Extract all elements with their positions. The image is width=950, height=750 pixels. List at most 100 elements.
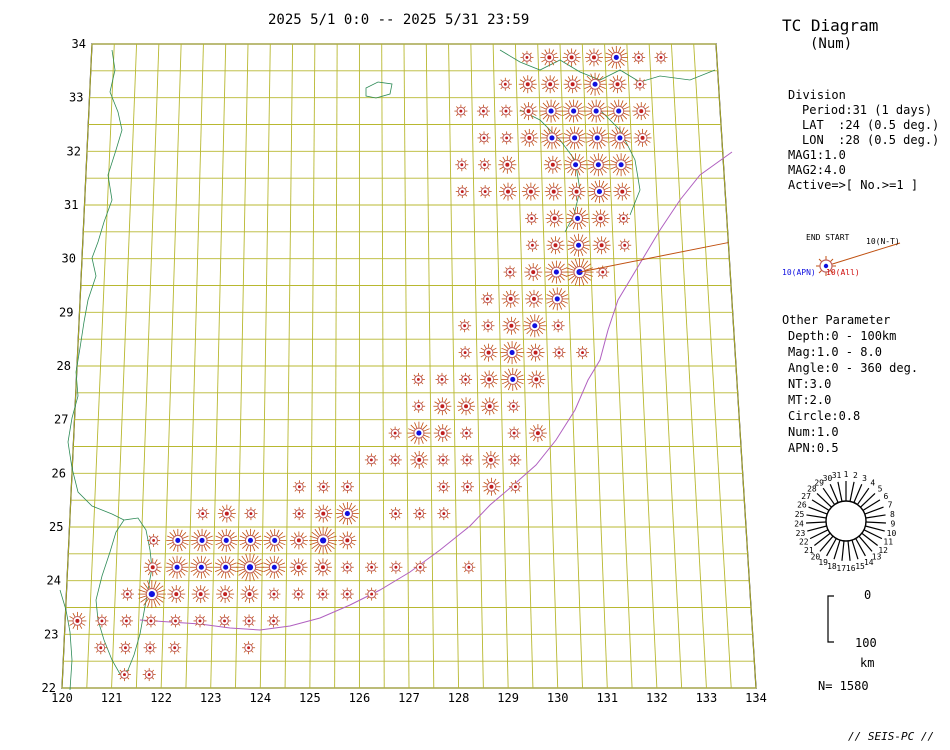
lon-gridline <box>693 43 732 689</box>
lat-tick-label: 25 <box>49 520 63 534</box>
tc-marker <box>480 370 499 389</box>
tc-marker <box>609 153 633 177</box>
tc-marker <box>389 507 403 521</box>
lon-tick-label: 134 <box>745 691 767 705</box>
rose-spoke <box>837 481 843 502</box>
tc-marker <box>436 480 450 494</box>
lat-tick-label: 28 <box>57 359 71 373</box>
tc-marker <box>144 614 158 628</box>
tc-marker <box>411 372 425 386</box>
tc-marker <box>196 507 210 521</box>
tc-marker <box>340 560 354 574</box>
direction-rose: 1 2 34567891011121314151617181920212223242… <box>794 470 896 573</box>
tc-marker <box>364 453 378 467</box>
lon-gridline <box>334 43 338 689</box>
tc-marker <box>566 206 590 230</box>
rose-spoke <box>861 532 878 546</box>
lon-gridline <box>381 43 385 689</box>
tc-marker <box>433 397 452 416</box>
rose-number: 12 <box>878 546 888 555</box>
rose-spoke <box>865 514 886 519</box>
lon-gridline <box>715 43 757 689</box>
tc-marker <box>190 528 214 552</box>
rose-spoke <box>809 529 829 540</box>
tc-marker <box>167 585 186 604</box>
rose-number: 29 <box>814 478 824 487</box>
tc-marker <box>214 528 238 552</box>
lon-gridline <box>425 43 435 689</box>
lon-tick-label: 125 <box>299 691 321 705</box>
lon-gridline <box>604 43 633 689</box>
tc-marker <box>95 614 109 628</box>
tc-marker <box>633 128 652 147</box>
tc-marker <box>503 265 517 279</box>
tc-marker <box>498 155 517 174</box>
lat-tick-label: 34 <box>72 37 86 51</box>
rose-number: 20 <box>811 553 821 562</box>
lon-gridline <box>470 43 484 689</box>
other-angle: Angle:0 - 360 deg. <box>788 361 919 375</box>
tc-marker <box>335 502 359 526</box>
lon-gridline <box>185 43 204 689</box>
lat-tick-label: 23 <box>44 627 58 641</box>
tc-marker <box>591 209 610 228</box>
tc-marker <box>313 558 332 577</box>
lon-gridline <box>581 43 608 689</box>
lon-gridline <box>284 43 294 689</box>
period-title: 2025 5/1 0:0 -- 2025 5/31 23:59 <box>268 12 530 28</box>
lon-tick-label: 123 <box>200 691 222 705</box>
rose-spoke <box>860 493 876 508</box>
lon-gridline <box>559 43 583 689</box>
lat-tick-label: 32 <box>67 144 81 158</box>
tc-marker <box>544 182 563 201</box>
tc-marker <box>521 182 540 201</box>
lon-tick-label: 130 <box>547 691 569 705</box>
tc-marker <box>528 424 547 443</box>
tc-marker <box>567 182 586 201</box>
tc-marker <box>142 668 156 682</box>
tc-marker <box>244 507 258 521</box>
tc-marker <box>587 180 611 204</box>
tc-marker <box>506 399 520 413</box>
tc-marker <box>478 158 492 172</box>
tc-marker <box>540 126 564 150</box>
tc-marker <box>527 370 546 389</box>
tc-marker <box>267 587 281 601</box>
rose-number: 3 <box>862 474 867 483</box>
lat-tick-label: 29 <box>59 305 73 319</box>
lon-gridline <box>309 43 316 689</box>
rose-number: 16 <box>846 564 856 573</box>
tc-marker <box>564 153 588 177</box>
lon-tick-label: 122 <box>150 691 172 705</box>
tc-marker <box>480 292 494 306</box>
rose-number: 5 <box>878 485 883 494</box>
rose-spoke <box>841 540 845 561</box>
lon-gridline <box>86 43 115 689</box>
tc-marker <box>291 587 305 601</box>
lat-tick-label: 24 <box>47 574 61 588</box>
scale-unit-label: km <box>860 656 875 670</box>
tc-marker <box>498 77 512 91</box>
tc-marker <box>316 480 330 494</box>
tc-marker <box>454 104 468 118</box>
lon-gridline <box>537 43 559 689</box>
rose-number: 8 <box>890 510 895 519</box>
rose-spoke <box>864 506 884 515</box>
tc-marker <box>501 289 520 308</box>
lon-gridline <box>626 43 658 689</box>
tc-marker <box>289 531 308 550</box>
diagram-subtitle: (Num) <box>810 36 853 52</box>
rose-number: 22 <box>799 538 809 547</box>
lat-tick-label: 27 <box>54 413 68 427</box>
lon-tick-label: 132 <box>646 691 668 705</box>
tc-marker <box>460 453 474 467</box>
tc-marker <box>407 421 431 445</box>
lat-tick-label: 26 <box>52 466 66 480</box>
tc-marker <box>476 104 490 118</box>
tc-marker <box>458 319 472 333</box>
tc-marker <box>481 450 500 469</box>
rose-number: 11 <box>883 538 893 547</box>
lon-tick-label: 133 <box>696 691 718 705</box>
tc-marker <box>592 236 611 255</box>
tc-marker <box>500 131 514 145</box>
